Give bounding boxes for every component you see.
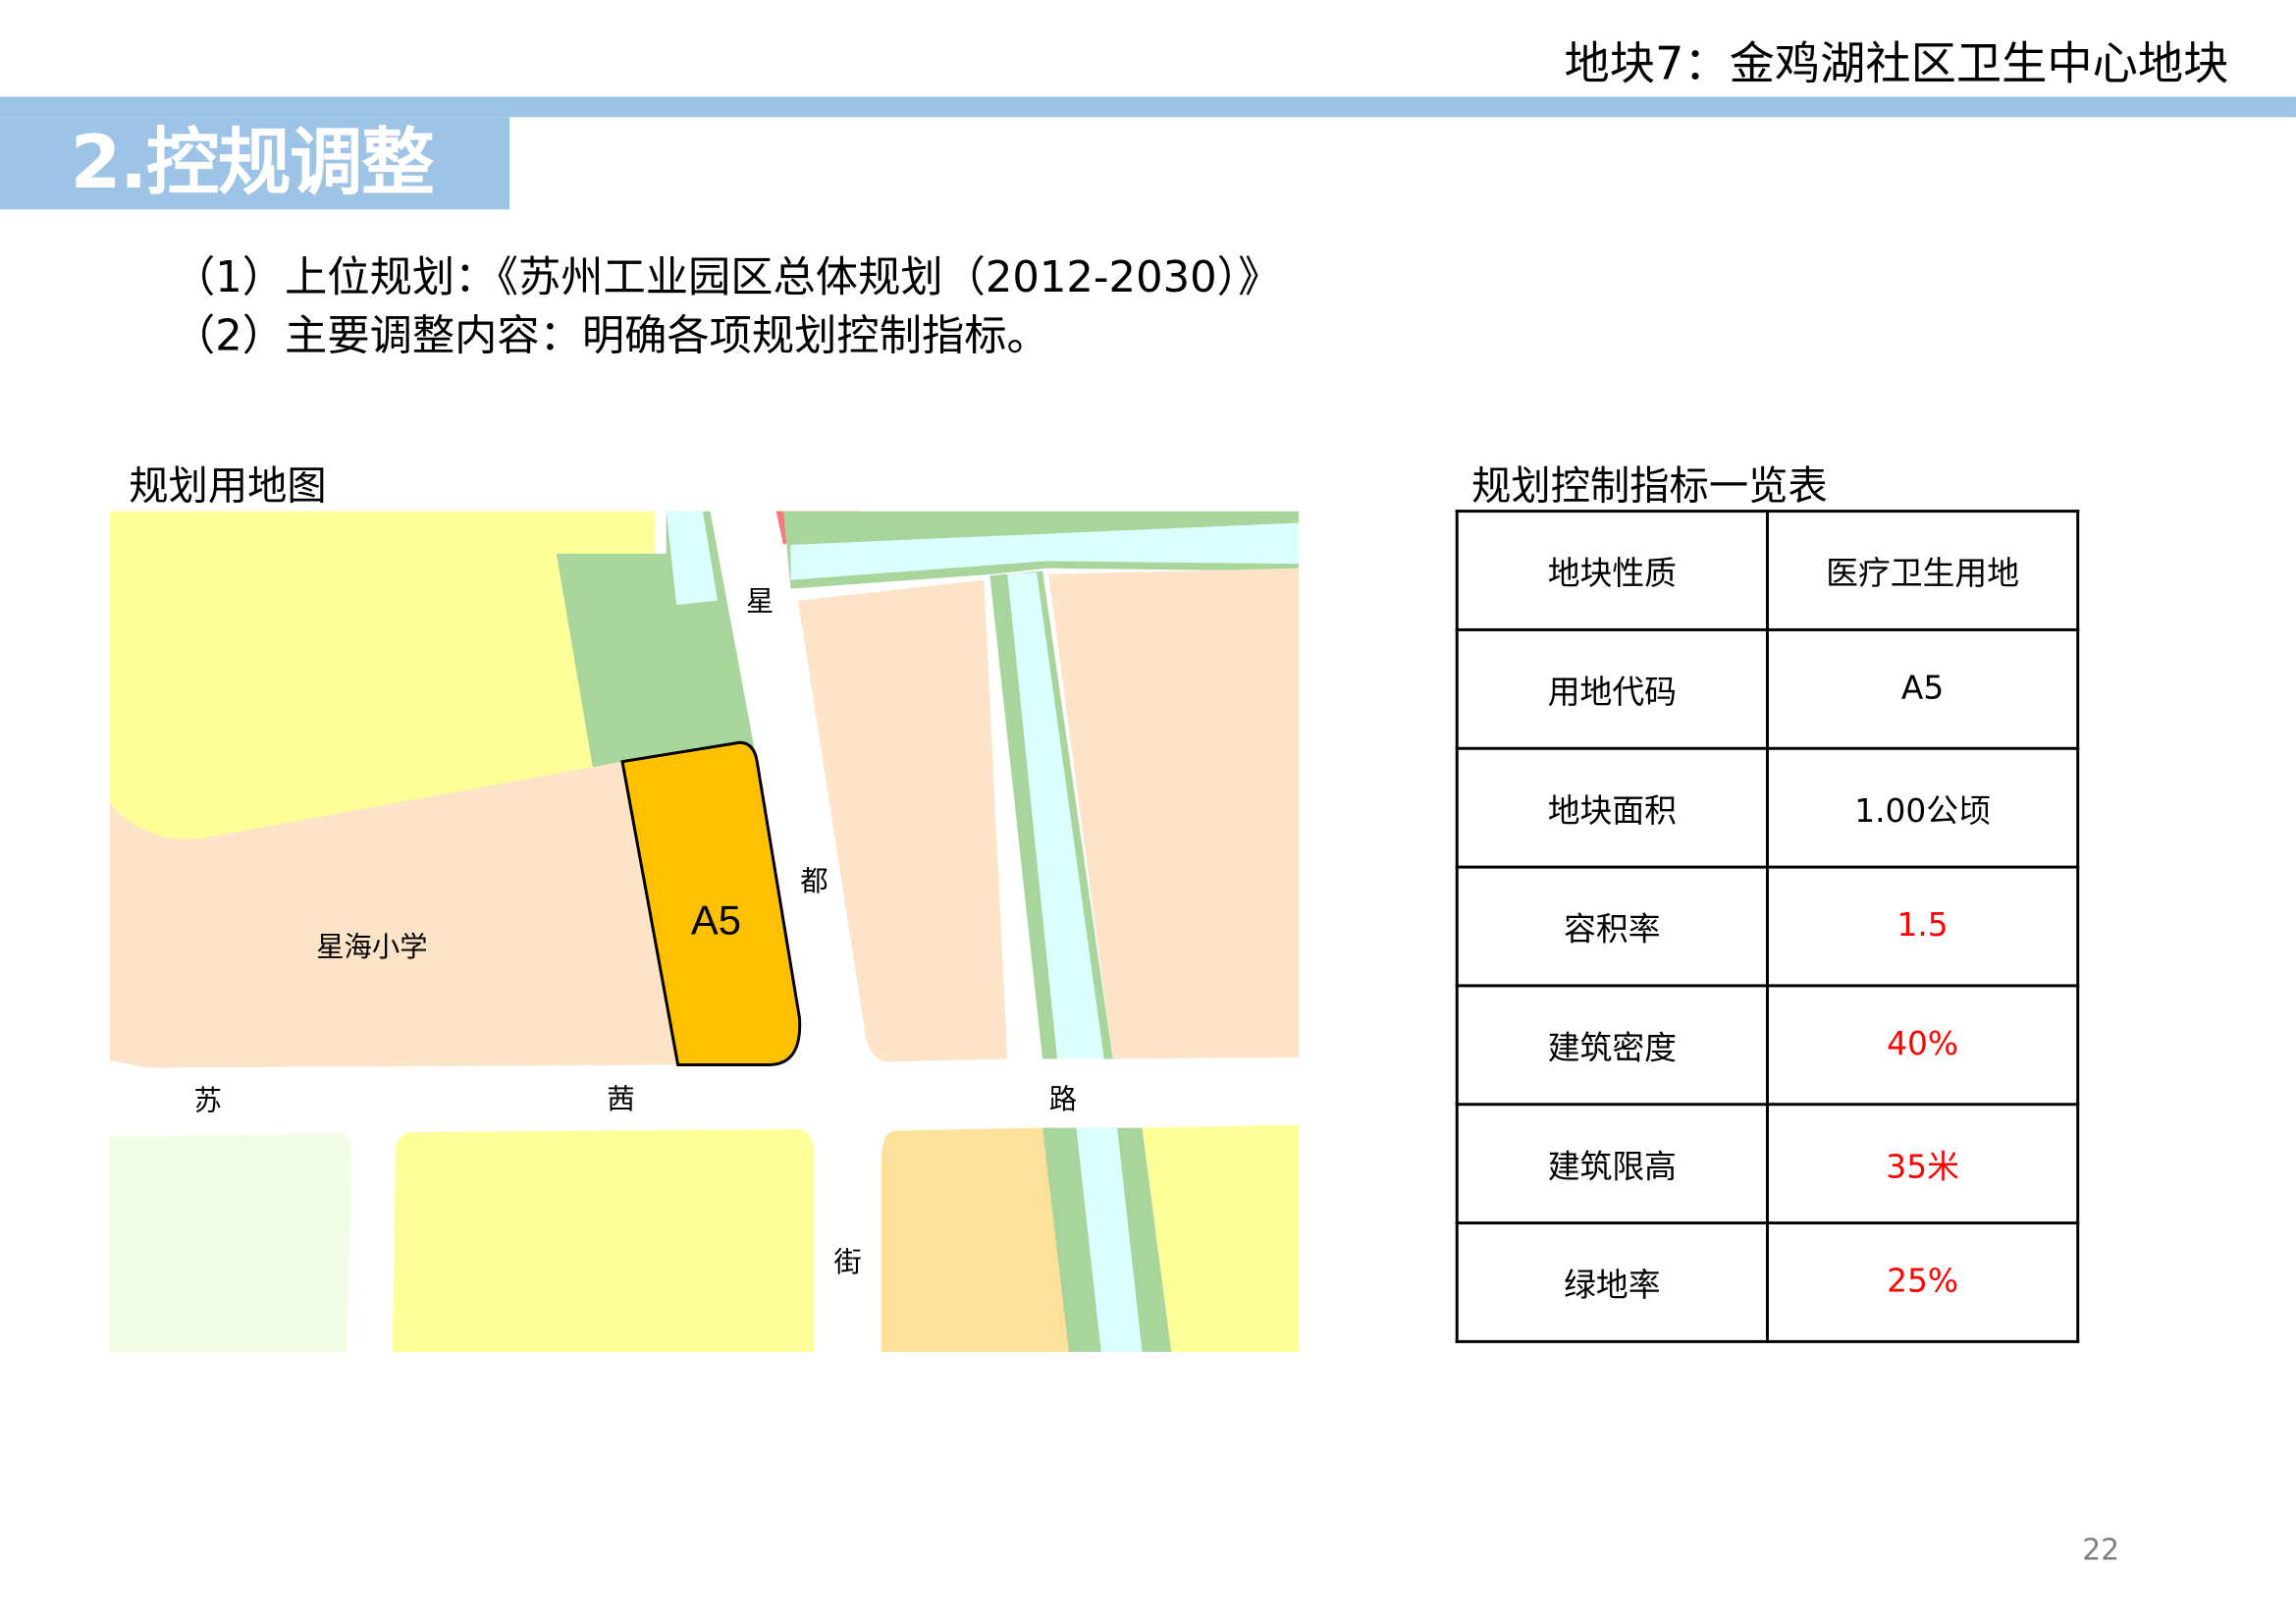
school-parcel: [109, 761, 678, 1068]
table-caption: 规划控制指标一览表: [1471, 463, 1828, 511]
road-label: 路: [1049, 1083, 1077, 1115]
block-title: 地块7：金鸡湖社区卫生中心地块: [1564, 37, 2229, 91]
row-label: 地块性质: [1455, 510, 1769, 631]
table-row: 用地代码 A5: [1455, 627, 2080, 750]
road-label: 苏: [194, 1085, 222, 1117]
canal-north: [790, 522, 1300, 580]
canal-south: [1076, 1127, 1143, 1352]
row-label: 绿地率: [1455, 1221, 1769, 1343]
row-value: A5: [1765, 627, 2080, 750]
row-value: 1.00公顷: [1765, 746, 2080, 869]
parcel-southwest: [109, 1133, 352, 1352]
intro-line-1: （1）上位规划：《苏州工业园区总体规划（2012-2030）》: [173, 251, 1281, 302]
parcel-south-center: [881, 1127, 1071, 1352]
table-row: 建筑限高 35米: [1455, 1103, 2080, 1225]
road-label: 都: [800, 865, 828, 897]
education-parcel-south: [392, 1129, 815, 1352]
road-label: 茜: [607, 1083, 634, 1115]
row-label: 地块面积: [1455, 746, 1769, 869]
map-caption: 规划用地图: [129, 463, 327, 511]
parcel-southeast: [1142, 1124, 1300, 1352]
intro-line-2: （2）主要调整内容：明确各项规划控制指标。: [173, 310, 1049, 360]
education-parcel-north: [109, 511, 655, 839]
section-title: 2.控规调整: [70, 120, 435, 205]
parcel-label: A5: [691, 897, 741, 944]
residential-parcel-far-east: [1048, 568, 1300, 1059]
section-title-box: [0, 117, 510, 210]
table-row: 建筑密度 40%: [1455, 984, 2080, 1107]
water-strip: [666, 511, 718, 606]
row-label: 用地代码: [1455, 627, 1769, 750]
table-row: 地块面积 1.00公顷: [1455, 746, 2080, 869]
control-index-table: 地块性质 医疗卫生用地 用地代码 A5 地块面积 1.00公顷 容积率 1.5 建筑密度 40% 建…: [1455, 510, 2080, 1343]
residential-parcel-east: [797, 579, 1008, 1062]
row-value: 1.5: [1765, 865, 2080, 988]
row-value: 医疗卫生用地: [1765, 510, 2080, 631]
table-row: 绿地率 25%: [1455, 1221, 2080, 1343]
road-label: 星: [746, 585, 774, 618]
row-label: 建筑限高: [1455, 1103, 1769, 1225]
row-label: 建筑密度: [1455, 984, 1769, 1107]
canal-east: [1007, 572, 1104, 1059]
row-value: 25%: [1765, 1221, 2080, 1343]
page-number: 22: [2082, 1532, 2120, 1568]
header-band: [0, 96, 2296, 118]
table-row: 地块性质 医疗卫生用地: [1455, 510, 2080, 631]
land-use-map: A5 星海小学 星 都 街 苏 茜 路: [109, 511, 1300, 1354]
row-label: 容积率: [1455, 865, 1769, 988]
row-value: 35米: [1765, 1103, 2080, 1225]
school-label: 星海小学: [316, 931, 427, 963]
target-parcel-a5: [620, 740, 802, 1066]
row-value: 40%: [1765, 984, 2080, 1107]
road-label: 街: [834, 1246, 862, 1278]
table-row: 容积率 1.5: [1455, 865, 2080, 988]
